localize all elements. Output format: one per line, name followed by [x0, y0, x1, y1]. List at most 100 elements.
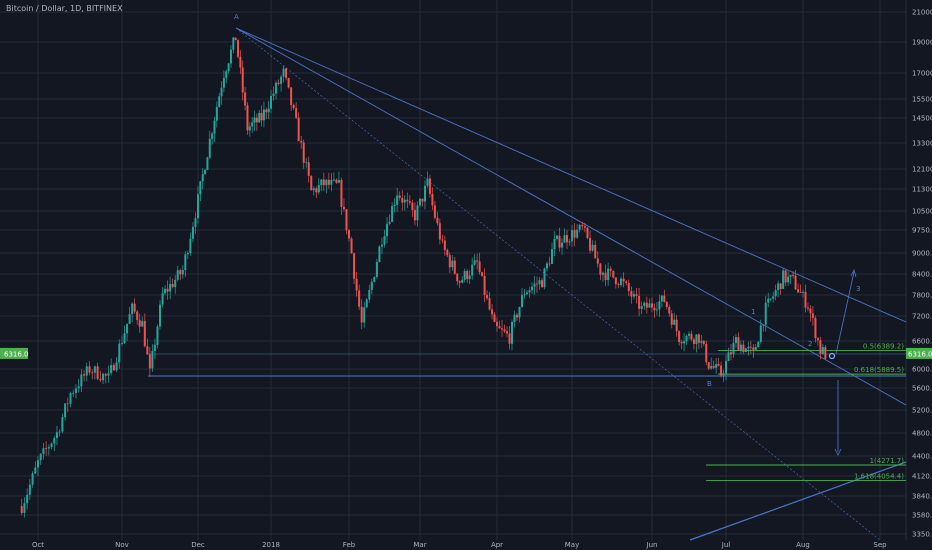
candle-body — [227, 63, 230, 72]
candle-body — [523, 294, 526, 296]
fib-label: 0.5(6389.2) — [863, 343, 904, 351]
candle-body — [290, 87, 293, 105]
current-price-tag-left — [0, 347, 28, 359]
candle-body — [411, 202, 414, 211]
candle-body — [401, 197, 404, 203]
candle-body — [792, 275, 795, 276]
candle-body — [607, 268, 610, 281]
candle-body — [258, 112, 261, 123]
fib-levels: 0.5(6389.2) 0.618(5889.5) 1(4271.7) 1.618(4… — [706, 343, 906, 482]
candle-body — [194, 218, 197, 227]
candle-body — [241, 67, 244, 93]
candle-body — [451, 260, 454, 268]
trend-lines — [148, 27, 907, 541]
candle-body — [688, 333, 690, 336]
candle-body — [441, 239, 444, 241]
candle-body — [220, 87, 223, 97]
candle-body — [244, 92, 247, 106]
y-tick-label: 4800.0 — [912, 430, 932, 438]
candle-body — [189, 238, 192, 253]
candle-body — [85, 366, 88, 376]
candle-body — [39, 453, 42, 461]
candle-body — [720, 365, 723, 376]
candle-body — [174, 279, 177, 288]
candle-body — [50, 443, 53, 448]
candle-body — [471, 264, 474, 276]
candle-body — [176, 270, 179, 280]
candle-body — [594, 244, 597, 259]
candle-body — [518, 306, 521, 318]
candle-body — [61, 417, 64, 432]
candle-body — [443, 240, 446, 250]
candle-body — [678, 331, 681, 342]
candle-body — [712, 365, 715, 368]
candle-body — [824, 347, 827, 359]
candle-body — [350, 238, 353, 254]
candle-body — [66, 403, 69, 405]
candle-body — [31, 473, 34, 485]
candle-body — [448, 255, 451, 268]
candle-body — [821, 347, 824, 354]
candle-body — [556, 235, 558, 239]
candle-body — [446, 249, 449, 256]
y-tick-label: 10500.0 — [912, 208, 932, 216]
candle-body — [91, 372, 94, 374]
y-tick-label: 7800.0 — [912, 292, 932, 300]
candle-body — [543, 268, 546, 288]
y-tick-label: 4400.0 — [912, 453, 932, 461]
candle-body — [683, 341, 686, 344]
candle-body — [285, 68, 288, 78]
candle-body — [777, 283, 780, 291]
candle-body — [722, 373, 725, 376]
candle-body — [255, 117, 258, 123]
candle-body — [498, 326, 501, 329]
candle-body — [320, 179, 323, 186]
candle-body — [421, 198, 424, 202]
x-tick-label: Jul — [721, 541, 731, 549]
candle-body — [670, 313, 673, 325]
candle-body — [632, 294, 635, 297]
candle-body — [533, 283, 536, 287]
candle-body — [794, 275, 797, 290]
wave-label: 3 — [856, 285, 860, 293]
candle-body — [486, 294, 489, 299]
candle-body — [729, 352, 732, 355]
candle-body — [767, 298, 770, 303]
candle-body — [141, 321, 144, 327]
time-axis[interactable]: Oct Nov Dec 2018 Feb Mar Apr May Jun Jul Aug Sep — [32, 541, 887, 549]
candle-body — [317, 185, 320, 193]
candle-body — [115, 362, 118, 371]
candle-body — [458, 281, 461, 283]
candle-body — [360, 306, 363, 323]
candle-body — [123, 333, 126, 344]
candle-body — [521, 295, 523, 307]
x-tick-label: 2018 — [262, 541, 280, 549]
y-tick-label: 9000.0 — [912, 250, 932, 258]
candle-body — [466, 271, 469, 280]
candle-body — [253, 117, 256, 123]
candle-body — [211, 133, 214, 139]
candle-body — [275, 82, 278, 94]
candle-body — [772, 296, 775, 299]
fib-label: 1.618(4054.4) — [854, 473, 904, 481]
candle-body — [305, 162, 308, 164]
x-tick-label: Feb — [343, 541, 356, 549]
candle-body — [171, 283, 174, 288]
candle-body — [707, 362, 710, 369]
candle-body — [218, 96, 221, 107]
candle-body — [749, 346, 752, 348]
candle-body — [69, 393, 72, 404]
candle-body — [553, 238, 556, 250]
price-axis[interactable]: 21000.0 19000.0 17000.0 15500.0 14500.0 13300… — [912, 9, 932, 539]
candle-body — [151, 350, 154, 369]
candle-body — [416, 205, 419, 221]
candle-body — [551, 249, 553, 264]
candle-body — [138, 320, 141, 327]
candle-body — [391, 205, 394, 222]
candle-body — [538, 280, 541, 285]
candle-body — [806, 307, 809, 309]
candle-body — [456, 273, 459, 282]
candle-body — [153, 344, 156, 351]
candle-body — [215, 106, 218, 121]
